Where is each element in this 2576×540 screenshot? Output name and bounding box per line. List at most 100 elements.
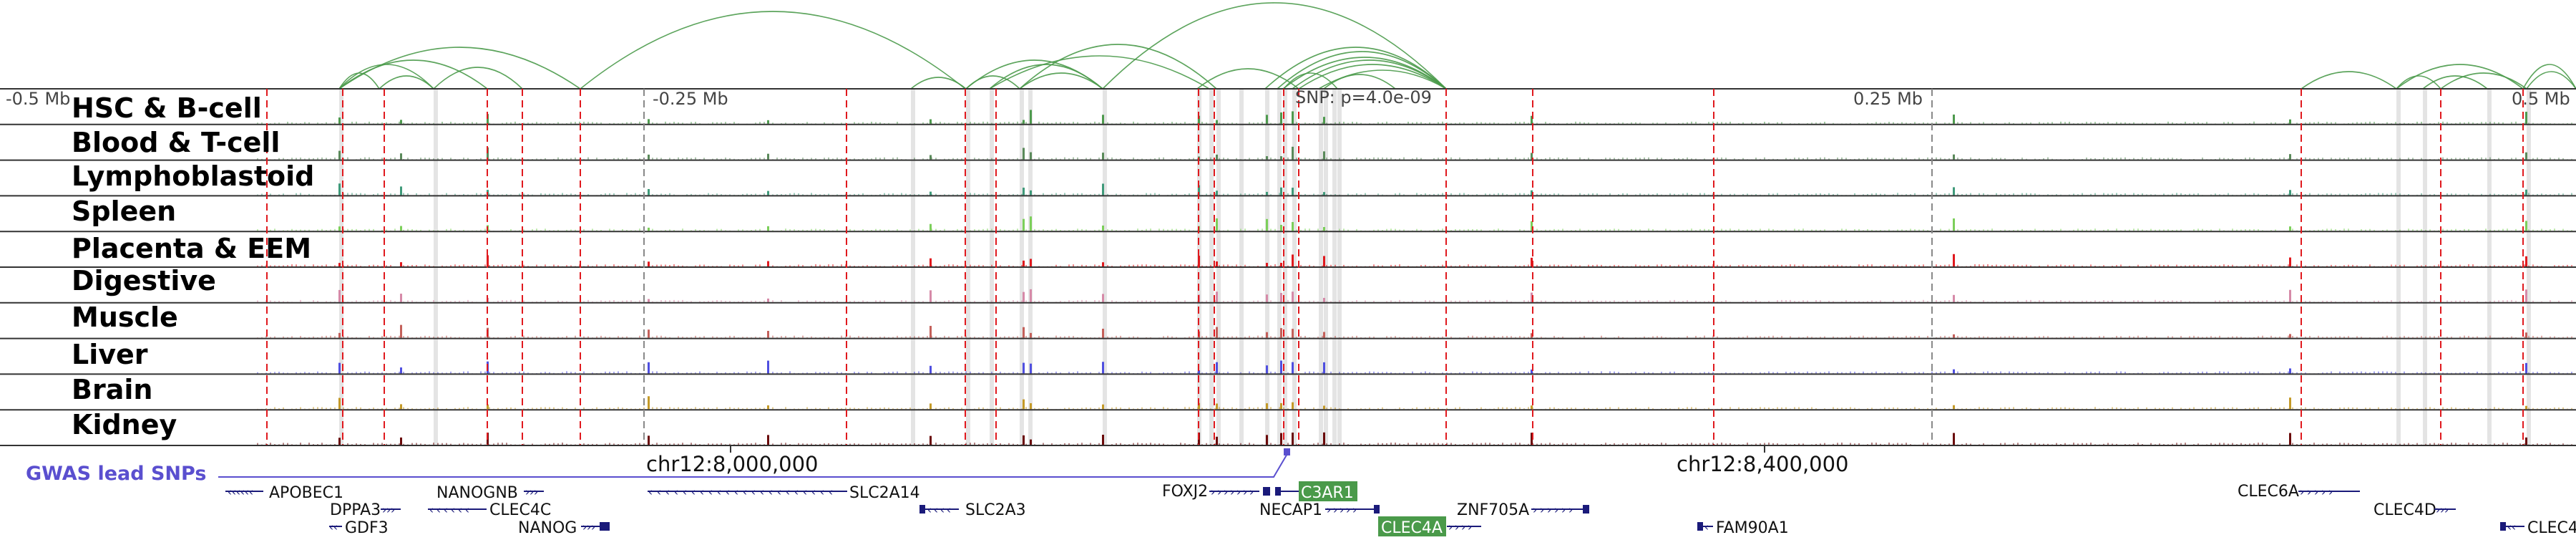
svg-text:‹‹: ‹‹ xyxy=(2507,521,2516,534)
gene-clec6a[interactable]: CLEC6A ››››› xyxy=(2238,483,2360,501)
signal-peak xyxy=(930,155,932,160)
signal-peak xyxy=(2525,256,2527,266)
signal-peak xyxy=(1023,218,1025,231)
signal-peak xyxy=(338,183,341,196)
track-label-hsc-b-cell: HSC & B-cell xyxy=(72,92,262,124)
signal-peak xyxy=(1531,292,1533,302)
interaction-arc xyxy=(2526,71,2576,90)
signal-peak xyxy=(1266,191,1268,196)
gene-clec4e[interactable]: ‹‹ CLEC4E xyxy=(2500,519,2576,537)
signal-peak xyxy=(648,299,650,302)
gene-fam90a1[interactable]: ‹ FAM90A1 xyxy=(1697,519,1789,537)
interaction-arcs xyxy=(338,2,2576,90)
signal-peak xyxy=(767,153,769,160)
signal-peak xyxy=(338,150,341,160)
interaction-arc xyxy=(1323,74,1396,90)
interaction-arc xyxy=(1019,72,1103,90)
gene-slc2a14[interactable]: ‹‹‹‹‹‹‹‹‹‹‹‹‹‹‹‹‹‹‹‹‹‹ SLC2A14 xyxy=(648,484,920,502)
signal-peak xyxy=(930,191,932,196)
gene-c3ar1[interactable]: C3AR1 xyxy=(1275,481,1357,502)
gene-nanog[interactable]: NANOG ››› xyxy=(518,519,610,537)
track-signal xyxy=(257,289,2572,302)
gene-foxj2[interactable]: FOXJ2 ››››››› xyxy=(1162,483,1270,501)
red-dashed-lines xyxy=(266,89,2524,445)
gene-clec4d[interactable]: CLEC4D ››› xyxy=(2373,501,2456,519)
signal-peak xyxy=(1953,294,1955,302)
interaction-arc xyxy=(1264,47,1447,90)
gene-clec4a[interactable]: CLEC4A ›››› xyxy=(1378,516,1481,537)
signal-peak xyxy=(1030,259,1032,266)
ruler-left-mid-label: -0.25 Mb xyxy=(653,89,728,109)
interaction-arc xyxy=(1298,64,1447,90)
signal-peak xyxy=(2525,289,2527,302)
signal-peak xyxy=(930,119,932,124)
signal-peak xyxy=(1292,222,1294,231)
track-signal xyxy=(257,432,2572,445)
signal-peak xyxy=(1953,369,1955,374)
signal-peak xyxy=(1102,262,1104,266)
gene-label-slc2a3: SLC2A3 xyxy=(965,501,1026,519)
interaction-arc xyxy=(2396,75,2441,90)
gene-nanognb[interactable]: NANOGNB ››› xyxy=(436,484,544,502)
ruler-snp-label: SNP: p=4.0e-09 xyxy=(1295,87,1432,107)
interaction-arc xyxy=(338,59,488,90)
gene-label-clec4d: CLEC4D xyxy=(2373,501,2436,519)
svg-text:›››››: ››››› xyxy=(1327,503,1359,516)
signal-peak xyxy=(2289,397,2291,410)
gene-dppa3[interactable]: DPPA3 ››› xyxy=(330,501,401,519)
gene-slc2a3[interactable]: ‹‹‹‹ SLC2A3 xyxy=(919,501,1026,519)
signal-peak xyxy=(1953,114,1955,124)
signal-peak xyxy=(400,120,402,124)
gene-znf705a[interactable]: ZNF705A ›››››› xyxy=(1457,501,1589,519)
gene-necap1[interactable]: NECAP1 ››››› xyxy=(1259,501,1380,519)
signal-peak xyxy=(930,403,932,410)
interaction-arc xyxy=(989,64,1103,90)
signal-peak xyxy=(1280,402,1282,410)
signal-peak xyxy=(1023,188,1025,196)
signal-peak xyxy=(2289,289,2291,302)
signal-peak xyxy=(648,154,650,160)
signal-peak xyxy=(1531,333,1533,338)
svg-text:‹‹‹‹‹‹‹‹‹‹‹‹‹‹‹‹‹‹‹‹‹‹: ‹‹‹‹‹‹‹‹‹‹‹‹‹‹‹‹‹‹‹‹‹‹ xyxy=(648,486,837,498)
signal-peak xyxy=(648,362,650,374)
track-label-muscle: Muscle xyxy=(72,302,178,333)
signal-peak xyxy=(1323,192,1325,196)
signal-peak xyxy=(1280,433,1282,445)
signal-peak xyxy=(1102,362,1104,374)
signal-peak xyxy=(1030,439,1032,445)
signal-peak xyxy=(1323,297,1325,302)
gwas-marker[interactable] xyxy=(218,448,1290,478)
signal-peak xyxy=(648,188,650,196)
signal-peak xyxy=(1531,405,1533,410)
track-signal xyxy=(257,324,2572,338)
interaction-arc xyxy=(1292,59,1447,90)
signal-peak xyxy=(1216,403,1218,410)
signal-peak xyxy=(2525,332,2527,338)
signal-peak xyxy=(1280,263,1282,266)
signal-peak xyxy=(1102,153,1104,160)
ruler-left-label: -0.5 Mb xyxy=(6,89,70,109)
interaction-arc xyxy=(379,75,434,90)
signal-peak xyxy=(338,263,341,266)
signal-peak xyxy=(1280,360,1282,374)
signal-peak xyxy=(1266,332,1268,338)
gene-highlight-clec4a xyxy=(1378,516,1446,536)
gene-clec4c[interactable]: ‹‹‹‹‹‹ CLEC4C xyxy=(428,501,551,519)
signal-peak xyxy=(1216,327,1218,338)
signal-peak xyxy=(767,298,769,302)
gene-gdf3[interactable]: ‹‹ GDF3 xyxy=(329,519,389,537)
gene-apobec1[interactable]: ‹‹‹‹‹‹ APOBEC1 xyxy=(225,484,343,502)
interaction-arc xyxy=(1019,44,1217,90)
signal-peak xyxy=(400,153,402,160)
svg-text:›››: ››› xyxy=(525,486,538,498)
signal-peak xyxy=(767,226,769,231)
interaction-arc xyxy=(338,47,581,90)
signal-peak xyxy=(1023,435,1025,445)
signal-noise xyxy=(257,371,2572,374)
svg-text:‹: ‹ xyxy=(1704,521,1709,534)
signal-noise xyxy=(257,193,2572,196)
signal-peak xyxy=(1198,185,1200,196)
coordinate-axis xyxy=(0,445,2576,453)
signal-peak xyxy=(1198,402,1200,410)
